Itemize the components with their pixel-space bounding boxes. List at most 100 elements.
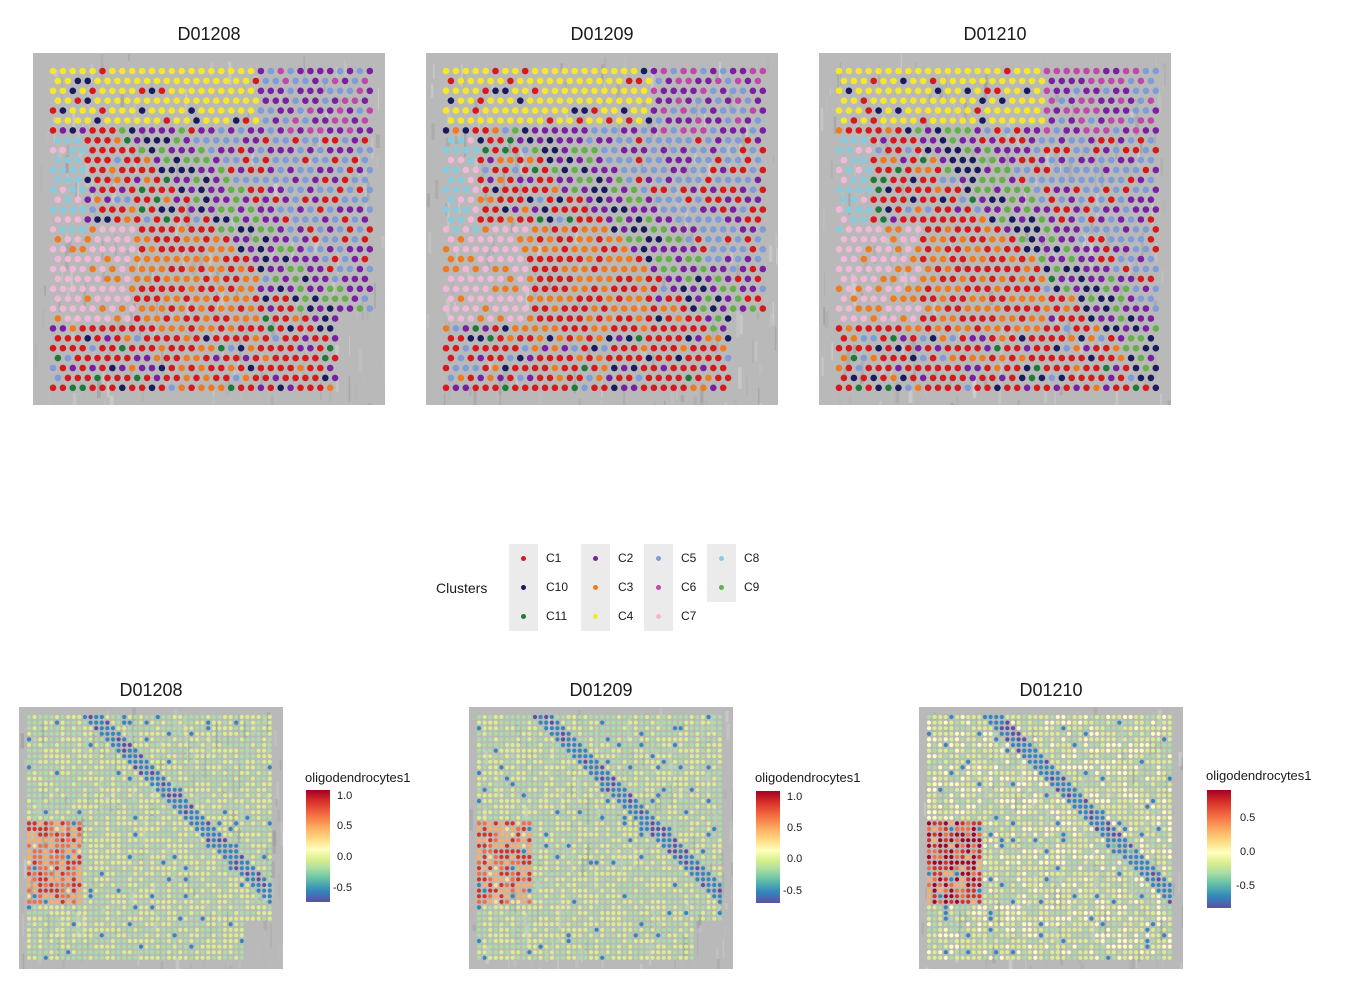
spot-c5	[346, 87, 354, 95]
spot-c3	[128, 206, 136, 213]
tissue-texture	[271, 252, 274, 262]
score-spot	[222, 787, 228, 792]
tissue-texture	[1046, 230, 1049, 241]
score-spot	[49, 759, 54, 764]
tissue-texture	[231, 771, 234, 790]
spot-c1	[1013, 127, 1021, 134]
spot-c3	[218, 384, 225, 392]
spot-c5	[302, 77, 309, 85]
tissue-texture	[823, 307, 826, 325]
spot-c1	[640, 384, 648, 392]
spot-c8	[850, 216, 858, 223]
spot-c4	[526, 117, 534, 124]
spot-c4	[138, 67, 146, 75]
tissue-texture	[564, 81, 567, 91]
spot-c10	[546, 335, 554, 342]
spot-c3	[620, 245, 628, 253]
spot-c1	[625, 354, 633, 362]
spot-c1	[744, 236, 752, 243]
spot-c7	[114, 255, 121, 263]
score-spot	[194, 714, 200, 720]
score-spot	[189, 782, 194, 787]
spot-c1	[242, 156, 250, 164]
spot-c7	[109, 285, 116, 293]
spot-c10	[277, 285, 284, 293]
spot-c11	[880, 216, 887, 223]
spot-c9	[576, 176, 583, 184]
spot-c1	[148, 344, 156, 352]
spot-c3	[939, 315, 947, 322]
tissue-texture	[79, 312, 83, 323]
spot-c4	[1013, 107, 1021, 114]
tissue-texture	[317, 157, 320, 165]
spot-c1	[223, 335, 230, 342]
tissue-texture	[215, 721, 219, 748]
spot-c1	[99, 107, 106, 114]
tissue-texture	[193, 748, 196, 763]
tissue-texture	[101, 907, 105, 914]
spot-c1	[1053, 364, 1061, 372]
spot-c5	[1063, 344, 1070, 352]
score-spot	[71, 754, 76, 759]
spot-c10	[1132, 325, 1140, 332]
tissue-texture	[275, 818, 278, 831]
spot-c2	[1018, 216, 1026, 223]
spot-c1	[128, 146, 136, 154]
spot-c1	[336, 186, 344, 194]
spot-c1	[517, 216, 524, 223]
spot-c4	[457, 97, 465, 104]
score-spot	[110, 776, 116, 781]
spot-c8	[452, 226, 460, 233]
spot-c3	[910, 295, 917, 302]
tissue-texture	[457, 239, 461, 248]
spot-c1	[885, 146, 892, 154]
spot-c9	[232, 216, 240, 223]
spot-c3	[835, 127, 843, 134]
spot-c7	[64, 236, 72, 243]
spot-c1	[685, 196, 692, 203]
score-spot	[122, 759, 127, 764]
spot-c5	[625, 156, 633, 164]
spot-c2	[695, 335, 702, 342]
score-spot	[110, 754, 116, 759]
spot-c1	[880, 374, 887, 382]
score-spot	[138, 787, 144, 792]
spot-c4	[143, 77, 151, 85]
score-spot	[217, 776, 222, 781]
spot-c1	[1018, 137, 1026, 144]
score-spot	[222, 726, 228, 731]
tissue-texture	[273, 183, 278, 203]
spot-c7	[507, 236, 514, 243]
spot-c7	[910, 315, 917, 322]
spot-c3	[914, 206, 922, 213]
spot-c6	[307, 127, 314, 134]
spot-c4	[546, 77, 554, 85]
tissue-texture	[90, 858, 94, 884]
spot-c7	[462, 265, 470, 273]
spot-c7	[54, 275, 62, 283]
spot-c4	[890, 97, 897, 104]
spot-c5	[322, 236, 329, 243]
tissue-texture	[154, 914, 156, 922]
spot-c3	[1117, 354, 1125, 362]
spot-c9	[979, 176, 986, 184]
spot-c2	[287, 285, 294, 293]
spot-c8	[855, 186, 863, 194]
score-spot	[71, 793, 76, 798]
spot-c1	[178, 285, 185, 293]
spot-c1	[277, 344, 284, 352]
spot-c5	[729, 87, 737, 95]
spot-c9	[198, 146, 205, 154]
spot-c9	[1043, 226, 1051, 233]
spot-c9	[616, 216, 623, 223]
spot-c4	[232, 97, 240, 104]
score-spot	[161, 770, 166, 776]
spot-c10	[685, 295, 692, 302]
spot-c4	[576, 77, 583, 85]
spot-c6	[366, 107, 374, 114]
tissue-texture	[661, 299, 665, 309]
score-spot	[166, 787, 172, 792]
score-spot	[32, 770, 37, 776]
score-spot	[183, 720, 188, 725]
spot-c1	[719, 186, 727, 194]
